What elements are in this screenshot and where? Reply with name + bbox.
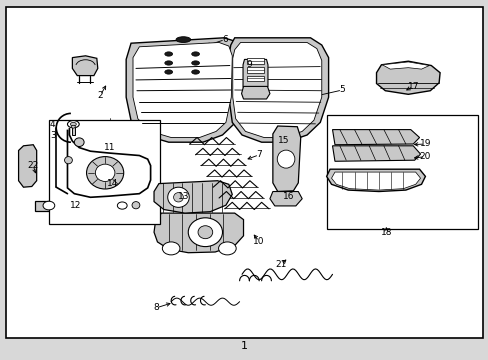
Text: 15: 15 xyxy=(277,136,289,145)
Text: 18: 18 xyxy=(380,228,391,237)
Bar xyxy=(49,120,160,224)
Ellipse shape xyxy=(176,37,190,42)
Text: 14: 14 xyxy=(106,179,118,188)
Bar xyxy=(246,67,264,73)
Text: 16: 16 xyxy=(282,192,294,201)
Polygon shape xyxy=(376,61,439,94)
Polygon shape xyxy=(232,42,321,138)
Polygon shape xyxy=(331,172,420,190)
Ellipse shape xyxy=(218,242,236,255)
Ellipse shape xyxy=(43,201,55,210)
Text: 6: 6 xyxy=(222,35,227,44)
Polygon shape xyxy=(72,56,98,76)
Polygon shape xyxy=(19,145,37,187)
Polygon shape xyxy=(326,169,425,192)
Polygon shape xyxy=(133,42,232,138)
Polygon shape xyxy=(154,181,232,213)
Text: 8: 8 xyxy=(153,303,159,312)
Bar xyxy=(326,115,477,229)
Polygon shape xyxy=(126,38,240,142)
Text: 13: 13 xyxy=(177,192,189,201)
Ellipse shape xyxy=(67,121,79,128)
Ellipse shape xyxy=(167,187,189,207)
Polygon shape xyxy=(332,130,419,145)
Ellipse shape xyxy=(162,242,180,255)
Ellipse shape xyxy=(95,164,115,181)
Ellipse shape xyxy=(132,202,140,209)
Ellipse shape xyxy=(164,70,172,74)
Polygon shape xyxy=(269,192,302,206)
Polygon shape xyxy=(243,59,267,92)
Text: 2: 2 xyxy=(97,91,103,100)
Ellipse shape xyxy=(198,226,212,239)
Ellipse shape xyxy=(173,193,183,202)
Ellipse shape xyxy=(64,157,72,164)
Ellipse shape xyxy=(164,52,172,56)
Text: 11: 11 xyxy=(104,143,116,152)
Ellipse shape xyxy=(71,125,75,128)
Ellipse shape xyxy=(164,61,172,65)
Ellipse shape xyxy=(191,70,199,74)
Text: 20: 20 xyxy=(419,152,430,161)
Ellipse shape xyxy=(117,202,127,209)
Text: 3: 3 xyxy=(50,130,56,139)
Polygon shape xyxy=(332,146,420,161)
Text: 21: 21 xyxy=(275,260,286,269)
Ellipse shape xyxy=(70,122,76,126)
Bar xyxy=(35,201,133,211)
Text: 12: 12 xyxy=(70,201,81,210)
Text: 9: 9 xyxy=(246,60,252,69)
Text: 22: 22 xyxy=(27,161,39,170)
Ellipse shape xyxy=(74,138,84,147)
Polygon shape xyxy=(154,213,243,253)
Ellipse shape xyxy=(191,52,199,56)
Bar xyxy=(246,76,264,81)
Text: 17: 17 xyxy=(407,82,418,91)
Text: 19: 19 xyxy=(419,139,430,148)
Ellipse shape xyxy=(86,157,123,189)
Polygon shape xyxy=(241,86,269,99)
Ellipse shape xyxy=(191,61,199,65)
Text: 1: 1 xyxy=(241,341,247,351)
Bar xyxy=(246,58,264,64)
Bar xyxy=(72,127,75,135)
Ellipse shape xyxy=(277,150,294,168)
Text: 5: 5 xyxy=(339,85,345,94)
Polygon shape xyxy=(382,62,428,69)
Text: 7: 7 xyxy=(256,150,262,159)
Text: 10: 10 xyxy=(253,237,264,246)
Text: 4: 4 xyxy=(50,120,56,129)
Ellipse shape xyxy=(188,218,222,247)
Polygon shape xyxy=(272,126,300,192)
Polygon shape xyxy=(228,38,328,142)
